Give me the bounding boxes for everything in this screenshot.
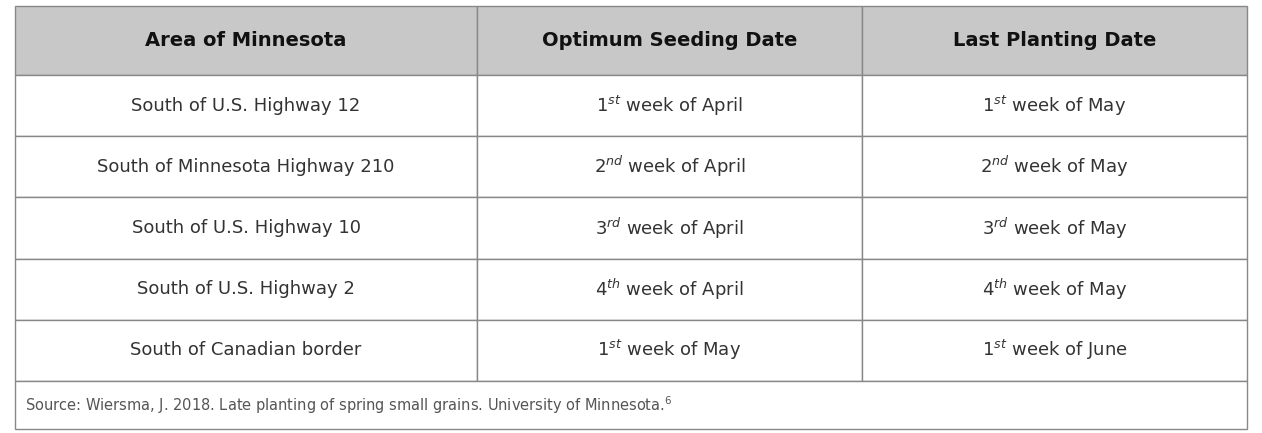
Text: Area of Minnesota: Area of Minnesota [145, 31, 347, 50]
Text: South of Minnesota Highway 210: South of Minnesota Highway 210 [97, 158, 395, 176]
Bar [862, 6, 1247, 75]
Bar [15, 6, 477, 75]
Text: 2$^{nd}$ week of April: 2$^{nd}$ week of April [594, 154, 745, 179]
Bar [477, 136, 862, 197]
Text: 1$^{st}$ week of April: 1$^{st}$ week of April [596, 94, 743, 118]
Text: 1$^{st}$ week of June: 1$^{st}$ week of June [982, 338, 1127, 362]
Bar [862, 259, 1247, 320]
Text: South of U.S. Highway 2: South of U.S. Highway 2 [138, 280, 355, 298]
Bar [477, 259, 862, 320]
Bar [15, 136, 477, 197]
Bar [15, 197, 477, 259]
Bar [477, 197, 862, 259]
Bar [15, 75, 477, 136]
Bar [477, 6, 862, 75]
Bar [862, 75, 1247, 136]
Bar [15, 259, 477, 320]
Text: South of Canadian border: South of Canadian border [130, 342, 362, 359]
Text: 1$^{st}$ week of May: 1$^{st}$ week of May [597, 338, 742, 362]
Text: 3$^{rd}$ week of May: 3$^{rd}$ week of May [982, 215, 1127, 241]
Bar [477, 75, 862, 136]
Text: Source: Wiersma, J. 2018. Late planting of spring small grains. University of Mi: Source: Wiersma, J. 2018. Late planting … [25, 394, 673, 416]
Bar [477, 320, 862, 381]
Bar [862, 320, 1247, 381]
Text: South of U.S. Highway 10: South of U.S. Highway 10 [131, 219, 361, 237]
Bar [862, 136, 1247, 197]
Text: Last Planting Date: Last Planting Date [953, 31, 1156, 50]
Bar [15, 381, 1247, 429]
Text: 3$^{rd}$ week of April: 3$^{rd}$ week of April [596, 215, 743, 241]
Text: 4$^{th}$ week of April: 4$^{th}$ week of April [596, 277, 743, 302]
Text: 1$^{st}$ week of May: 1$^{st}$ week of May [982, 94, 1127, 118]
Bar [15, 320, 477, 381]
Text: 2$^{nd}$ week of May: 2$^{nd}$ week of May [981, 154, 1128, 179]
Bar [862, 197, 1247, 259]
Text: Optimum Seeding Date: Optimum Seeding Date [541, 31, 798, 50]
Text: 4$^{th}$ week of May: 4$^{th}$ week of May [982, 277, 1127, 302]
Text: South of U.S. Highway 12: South of U.S. Highway 12 [131, 97, 361, 114]
